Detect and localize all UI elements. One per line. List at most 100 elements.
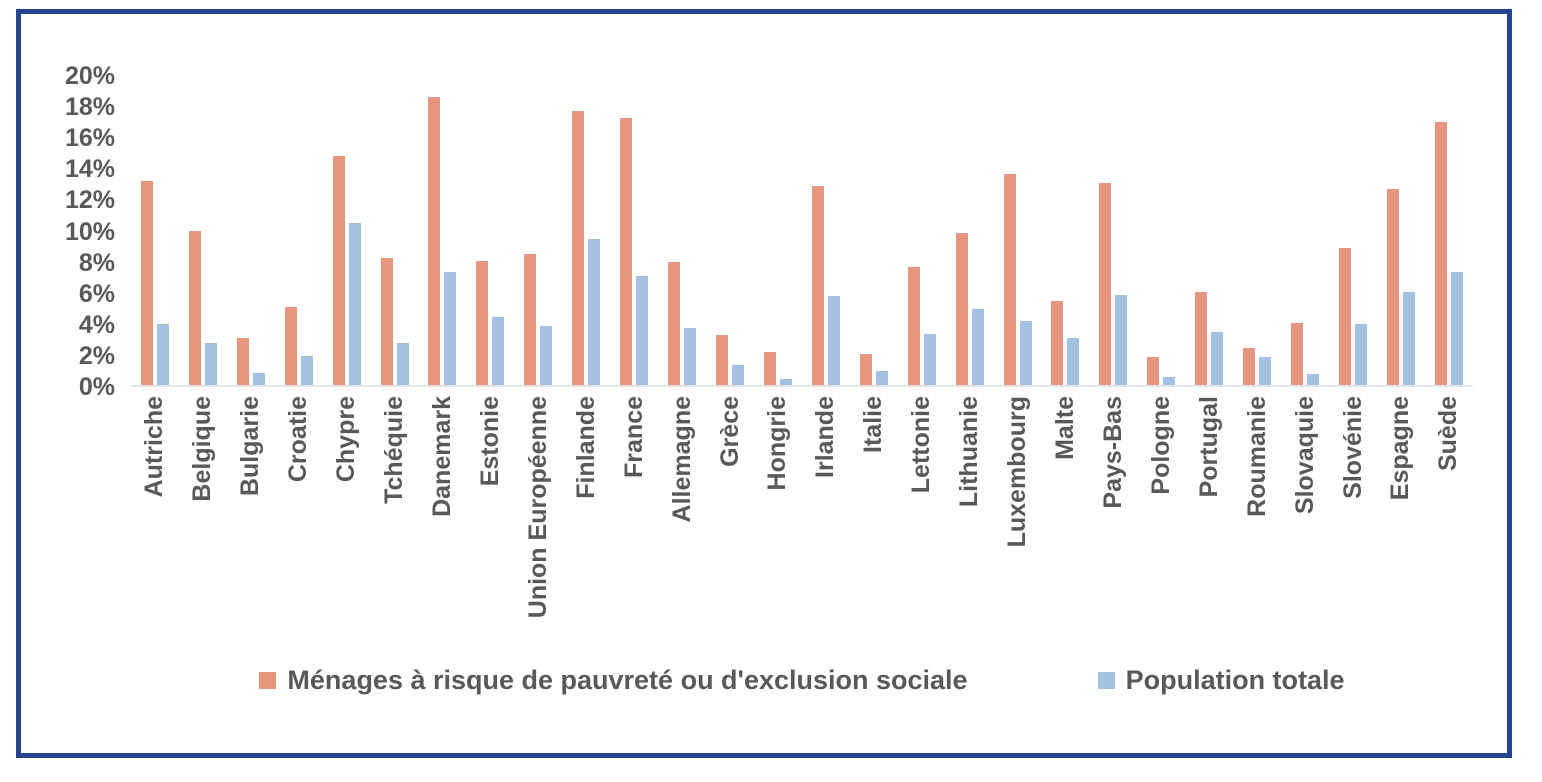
bar-pair <box>706 76 754 387</box>
bar-population <box>348 223 361 385</box>
bar-population <box>156 324 169 385</box>
legend-label-population: Population totale <box>1125 665 1345 695</box>
bar-pair <box>131 76 179 387</box>
bar-population <box>1019 321 1032 385</box>
bar-population <box>923 333 936 385</box>
columns: Autriche Belgique Bulgarie Croatie Chypre Tch… <box>131 76 1473 639</box>
y-tick-label: 18% <box>64 93 115 122</box>
bar-menages <box>716 335 729 385</box>
bar-pair <box>849 76 898 387</box>
bar-menages <box>380 257 393 385</box>
x-axis-label-cell: Slovaquie <box>1281 387 1329 639</box>
bar-menages <box>955 232 968 385</box>
bar-population <box>1067 338 1080 385</box>
y-tick-label: 12% <box>64 186 115 215</box>
x-axis-label: Bulgarie <box>236 396 265 497</box>
x-axis-label-cell: Croatie <box>275 387 323 639</box>
x-axis-label: Chypre <box>332 396 361 483</box>
x-axis-label-cell: Roumanie <box>1233 387 1281 639</box>
y-tick-label: 2% <box>78 341 115 370</box>
bar-pair <box>1424 76 1473 387</box>
x-axis-label: Roumanie <box>1242 396 1271 517</box>
x-axis-label: Allemagne <box>667 396 696 523</box>
bar-population <box>684 327 697 385</box>
bar-menages <box>620 117 633 385</box>
bar-pair <box>1089 76 1138 387</box>
x-axis-label: Suède <box>1434 396 1463 472</box>
x-axis-label: Danemark <box>427 396 456 517</box>
x-axis-label-cell: Slovénie <box>1329 387 1377 639</box>
legend: Ménages à risque de pauvreté ou d'exclus… <box>131 667 1473 694</box>
bar-population <box>1163 377 1176 385</box>
bar-population <box>540 325 553 385</box>
x-axis-label: Grèce <box>715 396 744 467</box>
x-axis-label-cell: Pays-Bas <box>1089 387 1137 639</box>
y-tick-label: 10% <box>64 217 115 246</box>
bar-group: Pays-Bas <box>1089 76 1138 639</box>
y-tick-label: 8% <box>78 248 115 277</box>
bar-population <box>1450 271 1463 385</box>
x-axis-label-cell: Union Européenne <box>514 387 562 639</box>
bar-pair <box>753 76 802 387</box>
bar-pair <box>562 76 611 387</box>
x-axis-label: Croatie <box>284 396 313 483</box>
bar-menages <box>188 231 201 385</box>
bar-population <box>204 343 217 385</box>
x-axis-label-cell: Italie <box>850 387 898 639</box>
bar-menages <box>140 181 153 385</box>
bar-population <box>588 238 601 385</box>
bar-group: Lettonie <box>897 76 946 639</box>
bar-menages <box>907 266 920 385</box>
bar-menages <box>284 307 297 385</box>
bar-menages <box>572 111 585 385</box>
bar-group: Allemagne <box>658 76 707 639</box>
bar-group: Chypre <box>322 76 371 639</box>
x-axis-label: Estonie <box>475 396 504 487</box>
bar-group: Suède <box>1424 76 1473 639</box>
bar-group: Espagne <box>1376 76 1425 639</box>
bar-pair <box>1281 76 1330 387</box>
x-axis-label: Slovaquie <box>1290 396 1319 515</box>
bar-pair <box>801 76 850 387</box>
x-axis-label: Pays-Bas <box>1098 396 1127 509</box>
x-axis-label-cell: Pologne <box>1137 387 1185 639</box>
bar-population <box>732 364 745 385</box>
bar-menages <box>476 260 489 385</box>
x-axis-label: Pologne <box>1146 396 1175 495</box>
x-axis-label-cell: Grèce <box>706 387 754 639</box>
bar-pair <box>1233 76 1282 387</box>
bar-pair <box>1329 76 1377 387</box>
x-axis-label: Italie <box>859 396 888 453</box>
bar-group: Roumanie <box>1233 76 1282 639</box>
legend-swatch-population-icon <box>1097 672 1115 689</box>
bar-population <box>875 371 888 385</box>
x-axis-label-cell: Luxembourg <box>994 387 1042 639</box>
bar-menages <box>1386 189 1399 385</box>
bar-pair <box>418 76 467 387</box>
bar-population <box>1402 291 1415 385</box>
bar-group: Croatie <box>274 76 323 639</box>
x-axis-label-cell: Finlande <box>562 387 610 639</box>
bar-group: Malte <box>1041 76 1090 639</box>
x-axis-label: Slovénie <box>1338 396 1367 499</box>
bar-population <box>300 355 313 385</box>
x-axis-label: Lettonie <box>907 396 936 494</box>
x-axis-label-cell: Lithuanie <box>946 387 994 639</box>
x-axis-label: Belgique <box>188 396 217 502</box>
bar-population <box>1259 357 1272 385</box>
x-axis-label-cell: Espagne <box>1377 387 1425 639</box>
bar-group: Bulgarie <box>226 76 275 639</box>
legend-swatch-menages-icon <box>259 672 277 689</box>
bar-menages <box>1147 357 1160 385</box>
y-tick-label: 16% <box>64 124 115 153</box>
x-axis-label: Tchéquie <box>380 396 409 504</box>
bar-menages <box>1243 347 1256 385</box>
bar-population <box>492 316 505 385</box>
x-axis-label-cell: France <box>610 387 658 639</box>
x-axis-label: Hongrie <box>763 396 792 491</box>
bar-menages <box>668 262 681 385</box>
x-axis-label-cell: Lettonie <box>898 387 946 639</box>
bar-chart: 20% 18% 16% 14% 12% 10% 8% 6% 4% 2% 0% Autriche Bel… <box>21 14 1507 694</box>
bar-pair <box>897 76 946 387</box>
bar-group: Belgique <box>178 76 227 639</box>
